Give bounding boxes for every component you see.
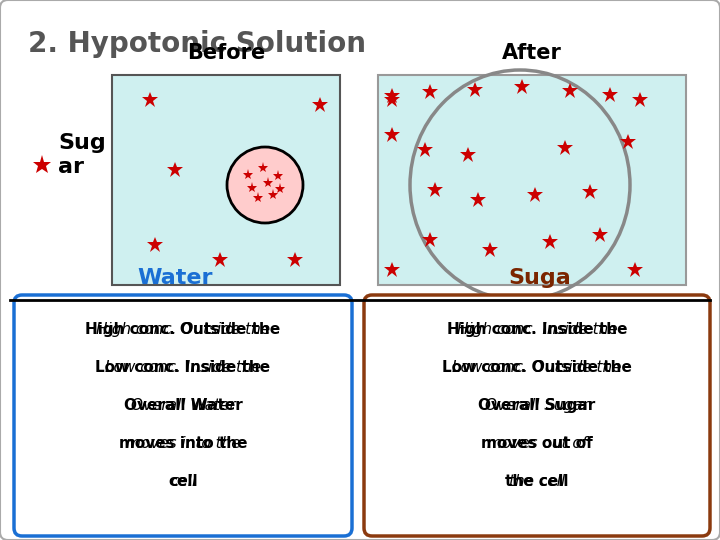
Circle shape [227, 147, 303, 223]
Text: High conc. Inside the: High conc. Inside the [446, 322, 627, 337]
FancyBboxPatch shape [378, 75, 686, 285]
Text: After: After [502, 43, 562, 63]
Text: the cell: the cell [509, 474, 565, 489]
Text: High conc. Inside the: High conc. Inside the [456, 322, 617, 337]
Text: moves out of: moves out of [481, 436, 593, 451]
Text: moves into the: moves into the [126, 436, 240, 451]
FancyBboxPatch shape [364, 295, 710, 536]
Text: Overall Water: Overall Water [131, 398, 235, 413]
Text: Sug
ar: Sug ar [58, 133, 106, 177]
Text: cell: cell [170, 474, 196, 489]
FancyBboxPatch shape [112, 75, 340, 285]
Text: cell: cell [168, 474, 198, 489]
Text: Overall Water: Overall Water [124, 398, 243, 413]
Text: 2. Hypotonic Solution: 2. Hypotonic Solution [28, 30, 366, 58]
Text: High conc. Outside the: High conc. Outside the [86, 322, 281, 337]
Text: Low conc. Inside the: Low conc. Inside the [105, 360, 261, 375]
FancyBboxPatch shape [14, 295, 352, 536]
Text: Low conc. Outside the: Low conc. Outside the [442, 360, 632, 375]
Text: Overall Sugar: Overall Sugar [478, 398, 595, 413]
Text: Water: Water [138, 268, 212, 288]
Text: the cell: the cell [505, 474, 569, 489]
Text: Low conc. Inside the: Low conc. Inside the [96, 360, 271, 375]
Text: Suga: Suga [508, 268, 572, 288]
Text: Overall Sugar: Overall Sugar [485, 398, 589, 413]
Text: Low conc. Outside the: Low conc. Outside the [452, 360, 622, 375]
Text: High conc. Outside the: High conc. Outside the [96, 322, 270, 337]
Text: moves into the: moves into the [119, 436, 247, 451]
Text: moves out of: moves out of [487, 436, 587, 451]
Text: Before: Before [187, 43, 265, 63]
